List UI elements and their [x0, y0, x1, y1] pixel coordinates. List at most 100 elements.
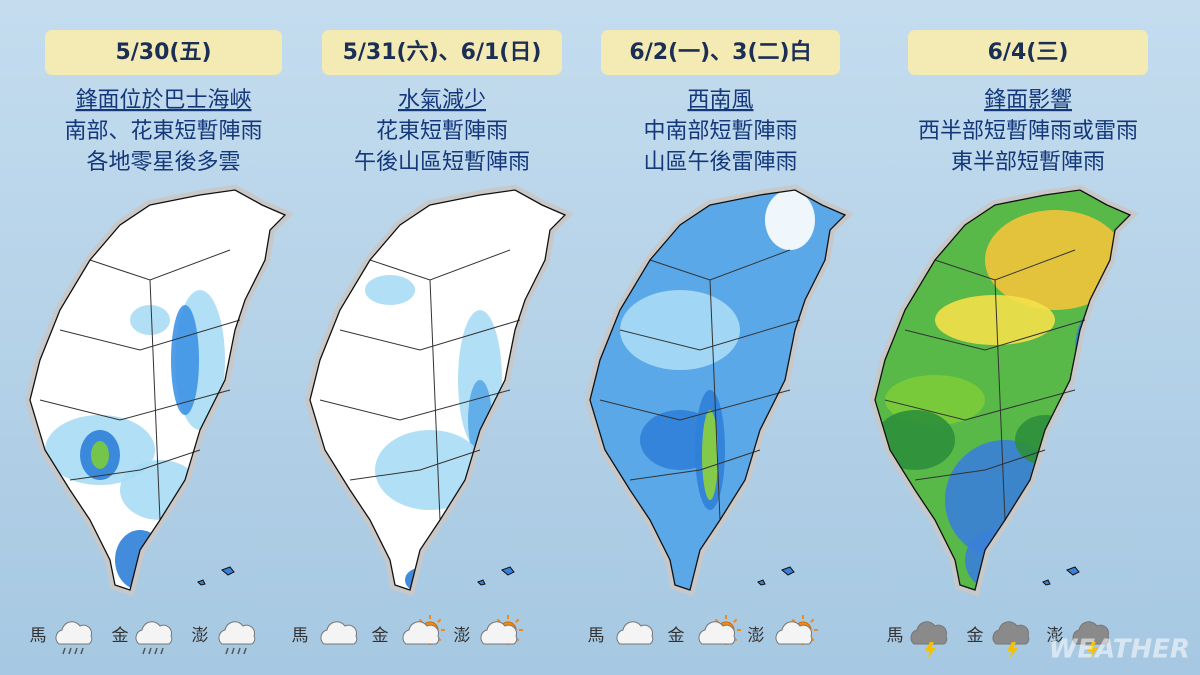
- island-label: 澎: [454, 626, 471, 646]
- island-label: 金: [372, 626, 389, 646]
- date-box: [322, 30, 562, 75]
- rain-drop: [68, 647, 72, 655]
- county-border: [709, 279, 721, 521]
- rain-drop: [160, 647, 164, 655]
- cloud-icon: [616, 621, 654, 645]
- cloud-icon: [55, 621, 93, 645]
- county-border: [69, 449, 201, 481]
- island-label: 金: [668, 626, 685, 646]
- county-border: [629, 449, 761, 481]
- county-border: [884, 389, 1076, 421]
- county-border: [994, 279, 1006, 521]
- forecast-line: 東半部短暫陣雨: [951, 150, 1105, 175]
- forecast-line: 鋒面影響: [984, 88, 1072, 113]
- cloud-icon: [135, 621, 173, 645]
- cloud-icon: [218, 621, 256, 645]
- date-label: 6/4(三): [988, 40, 1069, 65]
- forecast-line: 水氣減少: [398, 88, 486, 113]
- forecast-line: 各地零星後多雲: [86, 150, 240, 175]
- rain-drop: [237, 647, 241, 655]
- forecast-line: 西南風: [687, 88, 753, 113]
- date-box: [908, 30, 1148, 75]
- island: [1042, 566, 1080, 586]
- island-label: 澎: [748, 626, 765, 646]
- rain-drop: [74, 647, 78, 655]
- island: [757, 566, 795, 586]
- forecast-line: 午後山區短暫陣雨: [354, 150, 530, 175]
- sun-ray: [515, 618, 520, 623]
- county-border: [904, 319, 1086, 351]
- sun-ray: [733, 618, 738, 623]
- rain-drop: [225, 647, 229, 655]
- island-label: 馬: [30, 626, 47, 646]
- county-border: [319, 389, 511, 421]
- cloud-icon: [320, 621, 358, 645]
- lightning: [1087, 642, 1098, 659]
- date-box: [601, 30, 840, 75]
- island-label: 澎: [1047, 626, 1064, 646]
- forecast-line: 山區午後雷陣雨: [643, 150, 797, 175]
- forecast-line: 鋒面位於巴士海峽: [75, 88, 251, 113]
- cloud-icon: [910, 621, 948, 645]
- island: [197, 566, 235, 586]
- county-border: [149, 279, 161, 521]
- rain-blob: [130, 305, 170, 335]
- rain-blob: [702, 410, 718, 500]
- rain-drop: [62, 647, 66, 655]
- rain-blob: [875, 410, 955, 470]
- cloud-icon: [1072, 621, 1110, 645]
- sun-ray: [810, 618, 815, 623]
- rain-drop: [231, 647, 235, 655]
- rain-blob: [985, 210, 1125, 310]
- sun-ray: [437, 618, 442, 623]
- forecast-line: 西半部短暫陣雨或雷雨: [918, 119, 1138, 144]
- rain-drop: [142, 647, 146, 655]
- island: [477, 566, 515, 586]
- rain-blob: [765, 190, 815, 250]
- rain-drop: [154, 647, 158, 655]
- forecast-line: 花東短暫陣雨: [376, 119, 508, 144]
- island-label: 澎: [192, 626, 209, 646]
- lightning: [1007, 642, 1018, 659]
- county-border: [619, 319, 801, 351]
- date-label: 5/30(五): [115, 40, 211, 65]
- forecast-line: 南部、花東短暫陣雨: [64, 119, 262, 144]
- county-border: [429, 279, 441, 521]
- date-label: 6/2(一)、3(二)白: [629, 39, 811, 65]
- forecast-line: 中南部短暫陣雨: [643, 119, 797, 144]
- cloud-icon: [480, 621, 518, 645]
- county-border: [339, 319, 521, 351]
- county-border: [349, 449, 481, 481]
- island-label: 金: [112, 626, 129, 646]
- taiwan-map: [30, 190, 285, 590]
- county-border: [914, 449, 1046, 481]
- island-label: 馬: [292, 626, 309, 646]
- rain-blob: [91, 441, 109, 469]
- rain-blob: [935, 295, 1055, 345]
- county-border: [39, 389, 231, 421]
- rain-blob: [620, 290, 740, 370]
- cloud-icon: [992, 621, 1030, 645]
- island-label: 馬: [887, 626, 904, 646]
- rain-drop: [243, 647, 247, 655]
- watermark: WEATHER: [1049, 635, 1190, 665]
- rain-drop: [80, 647, 84, 655]
- cloud-icon: [698, 621, 736, 645]
- cloud-icon: [402, 621, 440, 645]
- rain-blob: [365, 275, 415, 305]
- lightning: [925, 642, 936, 659]
- rain-blob: [375, 430, 485, 510]
- date-label: 5/31(六)、6/1(日): [343, 40, 542, 65]
- county-border: [599, 389, 791, 421]
- county-border: [59, 319, 241, 351]
- date-box: [45, 30, 282, 75]
- island-label: 金: [967, 626, 984, 646]
- cloud-icon: [775, 621, 813, 645]
- island-label: 馬: [588, 626, 605, 646]
- rain-blob: [171, 305, 199, 415]
- rain-drop: [148, 647, 152, 655]
